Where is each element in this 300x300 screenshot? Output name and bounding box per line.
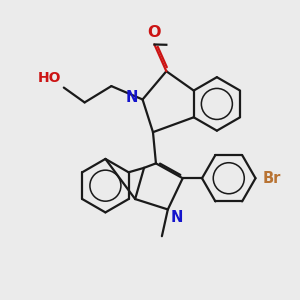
Text: N: N [126,91,138,106]
Text: HO: HO [38,71,61,85]
Text: Br: Br [263,171,281,186]
Text: N: N [170,210,183,225]
Text: O: O [148,25,161,40]
